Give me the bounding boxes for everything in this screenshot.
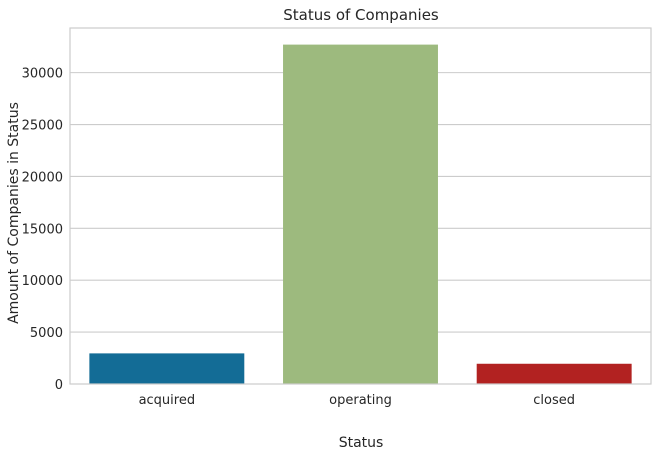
x-tick-label-closed: closed xyxy=(533,393,575,408)
y-tick-labels: 0 5000 10000 15000 20000 25000 30000 xyxy=(22,67,63,393)
x-tick-labels: acquired operating closed xyxy=(139,393,575,408)
y-tick-label: 20000 xyxy=(22,170,63,185)
bars xyxy=(89,44,632,384)
y-tick-label: 0 xyxy=(55,378,63,393)
y-tick-label: 10000 xyxy=(22,274,63,289)
plot-frame xyxy=(69,27,652,385)
x-axis-label: Status xyxy=(339,435,384,451)
bar-operating xyxy=(283,44,438,384)
y-axis-label: Amount of Companies in Status xyxy=(6,102,22,324)
bar-closed xyxy=(476,363,632,384)
y-tick-label: 30000 xyxy=(22,67,63,82)
x-tick-label-operating: operating xyxy=(329,393,392,408)
y-tick-label: 5000 xyxy=(30,326,63,341)
y-tick-label: 15000 xyxy=(22,222,63,237)
bar-acquired xyxy=(89,353,245,384)
x-tick-label-acquired: acquired xyxy=(139,393,196,408)
chart-title: Status of Companies xyxy=(283,6,439,24)
y-tick-label: 25000 xyxy=(22,119,63,134)
